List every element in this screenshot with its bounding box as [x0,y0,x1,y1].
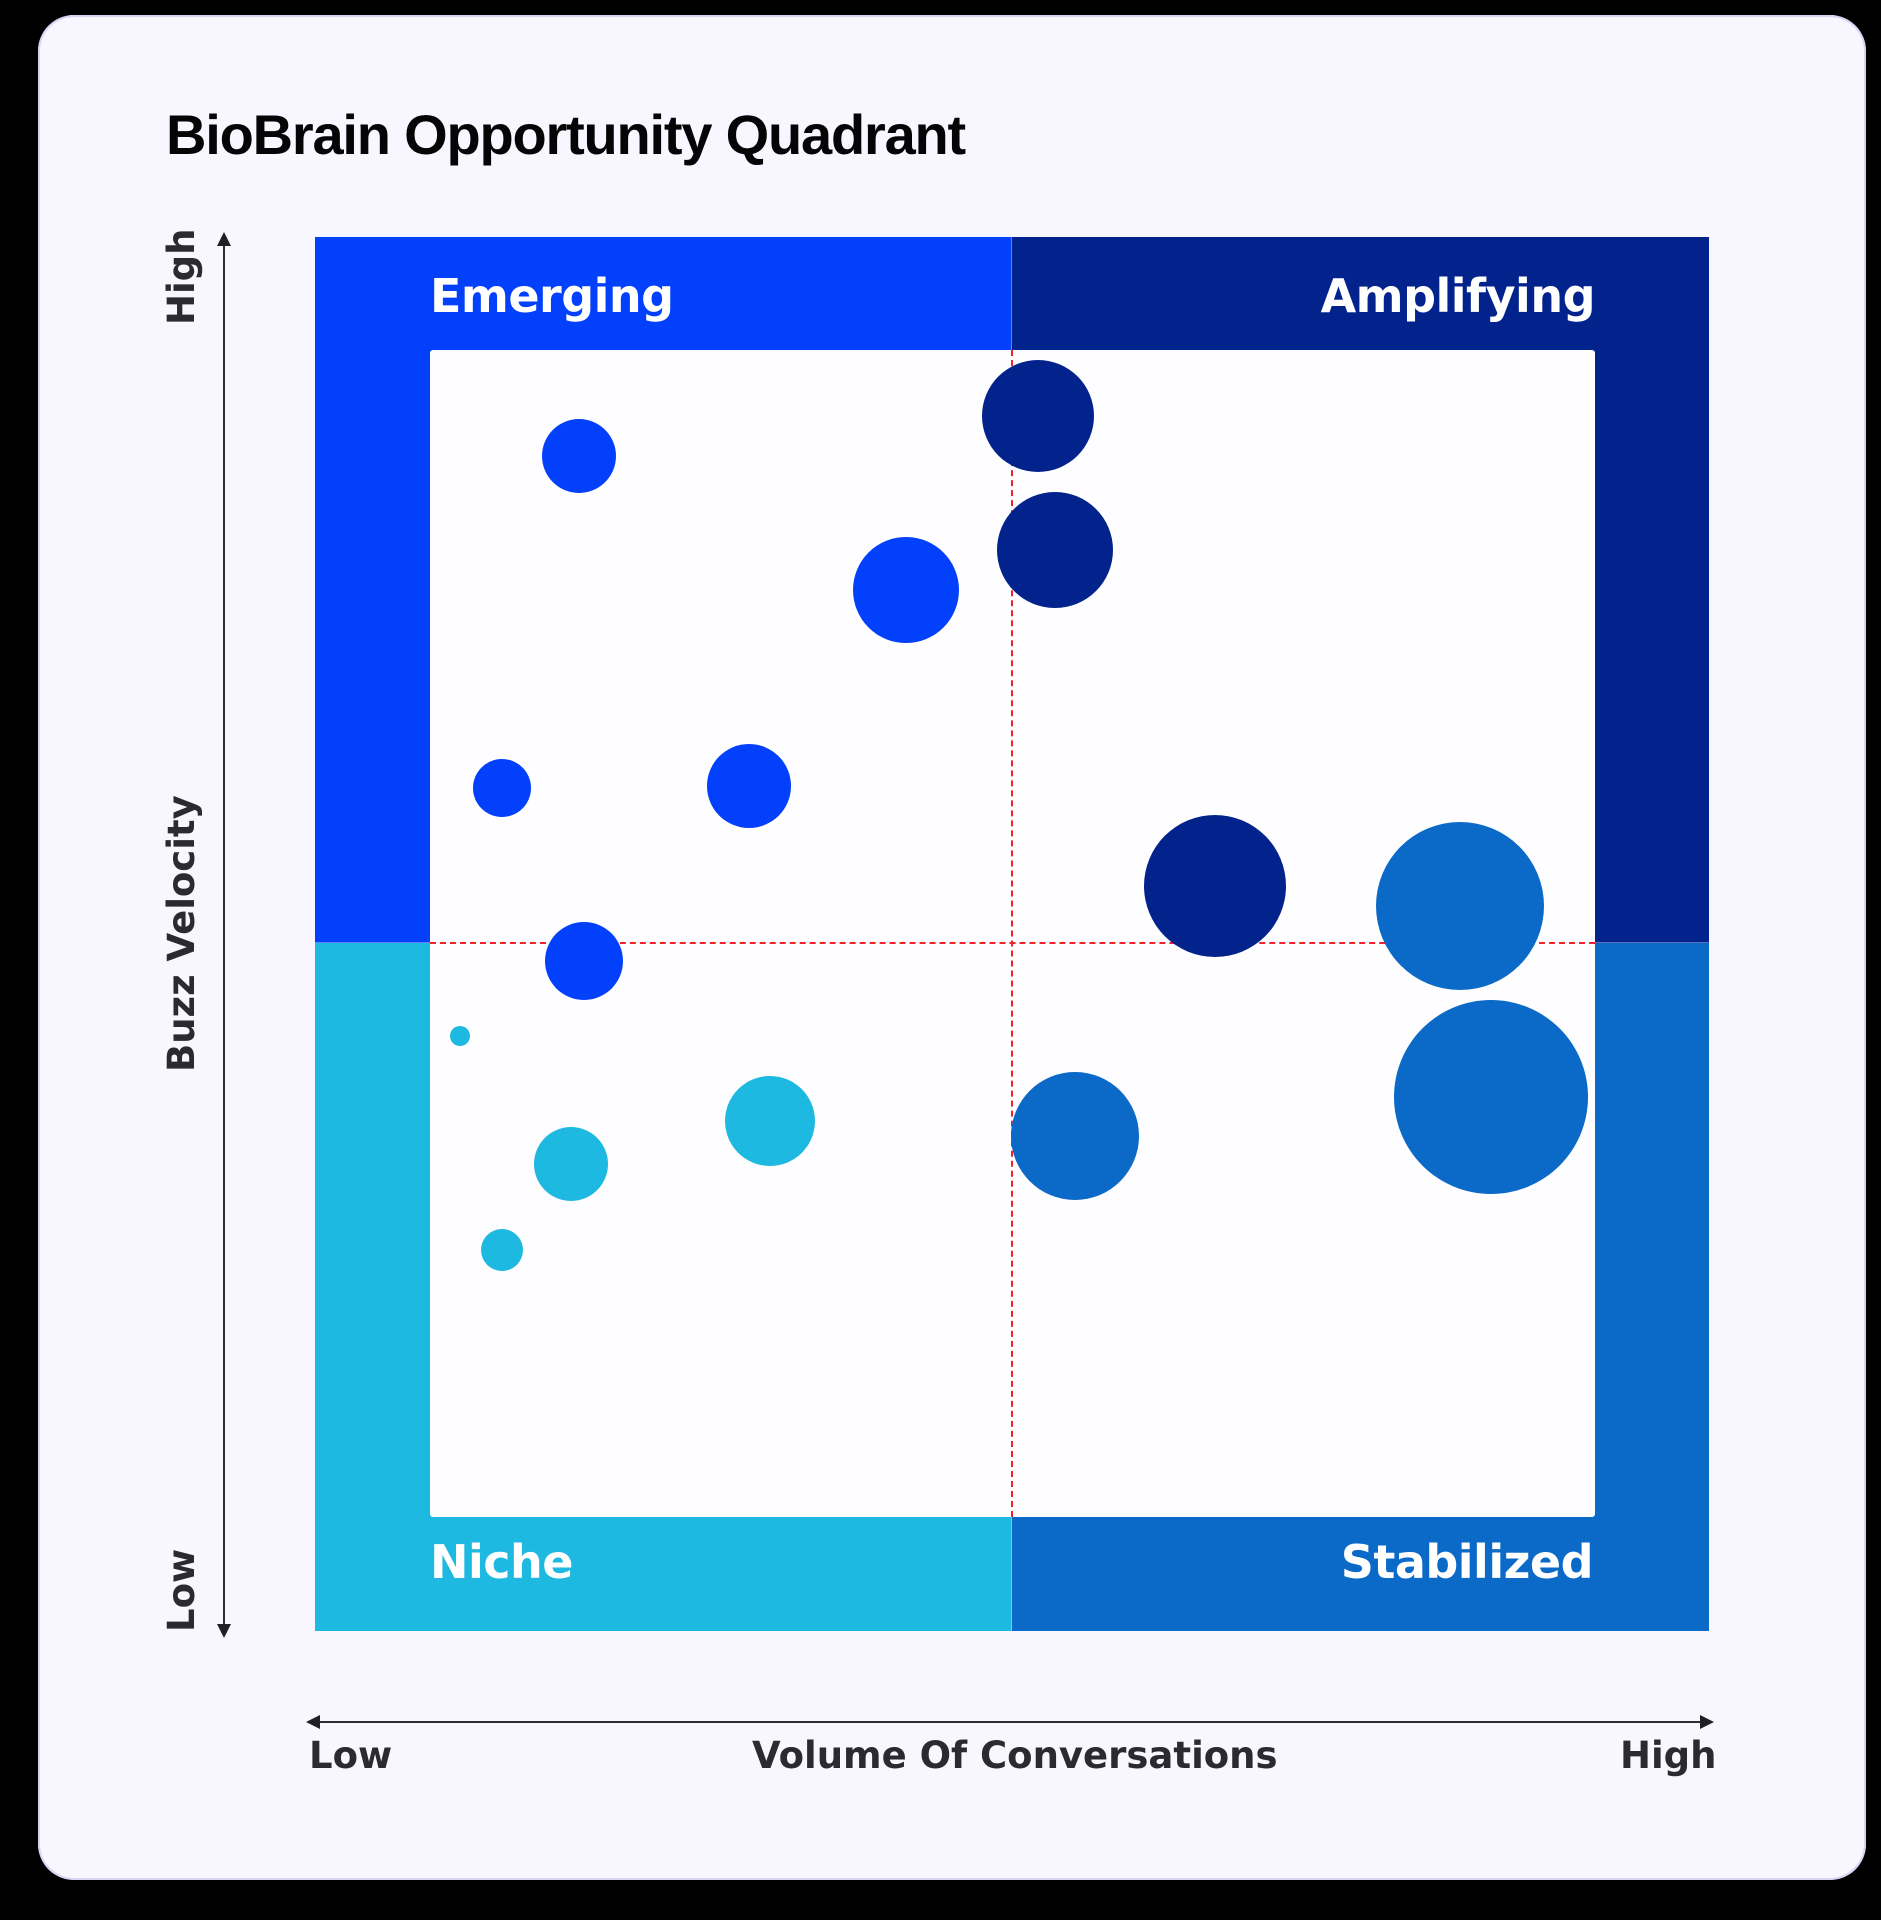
bubble-emerging [853,537,959,643]
arrow-left-icon [306,1715,320,1729]
quadrant-label-emerging: Emerging [430,269,674,323]
arrow-right-icon [1700,1715,1714,1729]
bubble-niche [725,1076,815,1166]
bubble-stabilized [1376,822,1544,990]
quadrant-label-stabilized: Stabilized [1340,1535,1594,1589]
bubble-amplifying [1144,815,1286,957]
bubble-niche [534,1127,608,1201]
quadrant-label-niche: Niche [430,1535,573,1589]
y-axis-title: Buzz Velocity [160,795,203,1072]
midline-vertical [1011,350,1013,1517]
y-axis-high-label: High [160,228,203,325]
midline-horizontal [430,942,1595,944]
bubble-amplifying [982,360,1094,472]
arrow-down-icon [217,1624,231,1638]
bubble-emerging [707,744,791,828]
bubble-emerging [542,419,616,493]
bubble-emerging [473,759,531,817]
bubble-emerging [545,922,623,1000]
x-axis-line [310,1721,1710,1723]
x-axis-high-label: High [1620,1734,1717,1777]
quadrant-label-amplifying: Amplifying [1320,269,1596,323]
y-axis-line [223,240,225,1632]
bubble-stabilized [1394,1000,1588,1194]
chart-title: BioBrain Opportunity Quadrant [166,103,966,166]
y-axis-low-label: Low [160,1548,203,1632]
x-axis-title: Volume Of Conversations [752,1734,1278,1777]
arrow-up-icon [217,232,231,246]
bubble-niche [481,1229,523,1271]
x-axis-low-label: Low [309,1734,393,1777]
bubble-stabilized [1011,1072,1139,1200]
bubble-amplifying [997,492,1113,608]
bubble-niche [450,1026,470,1046]
